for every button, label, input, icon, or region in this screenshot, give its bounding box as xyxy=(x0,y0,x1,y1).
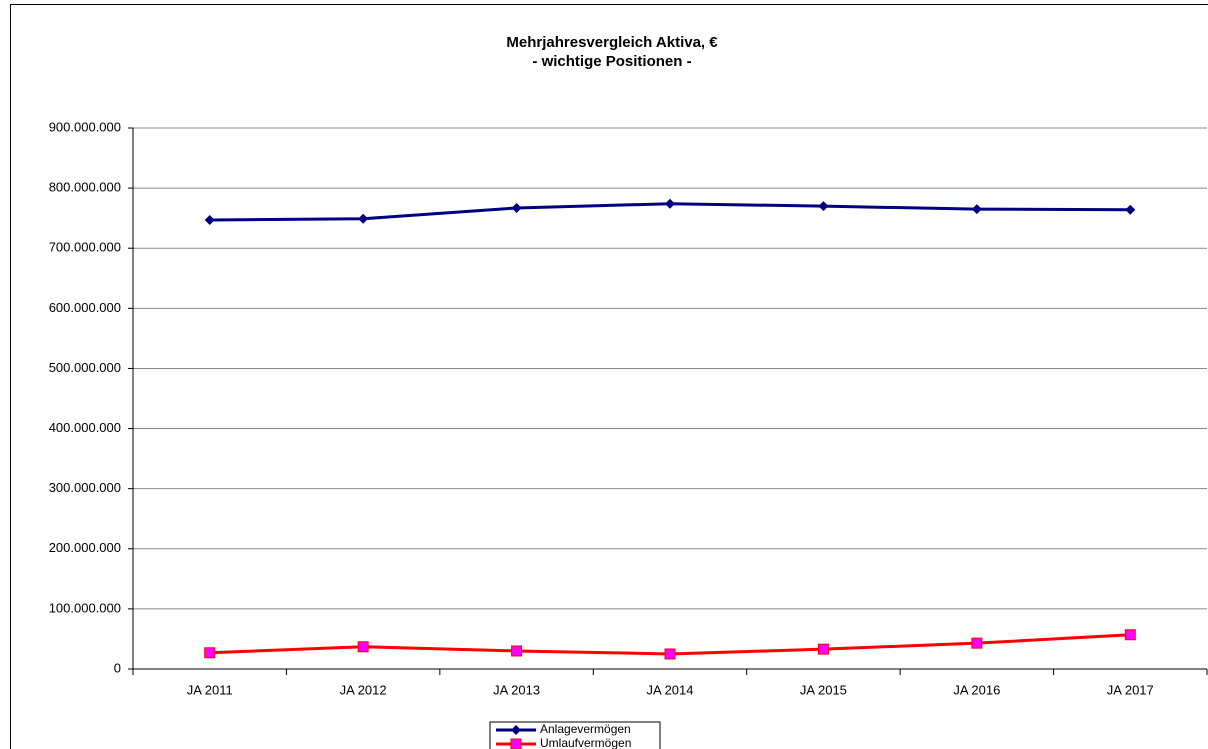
legend-marker xyxy=(510,738,522,749)
x-tick-label: JA 2017 xyxy=(1107,682,1154,697)
marker xyxy=(817,643,829,655)
chart-border xyxy=(10,4,1208,749)
x-tick-label: JA 2016 xyxy=(953,682,1000,697)
x-tick-label: JA 2012 xyxy=(340,682,387,697)
y-tick-label: 800.000.000 xyxy=(49,180,121,195)
marker xyxy=(511,645,523,657)
y-tick-label: 900.000.000 xyxy=(49,119,121,134)
marker xyxy=(665,198,675,209)
x-tick-label: JA 2013 xyxy=(493,682,540,697)
marker xyxy=(971,637,983,649)
y-tick-label: 500.000.000 xyxy=(49,360,121,375)
x-tick-label: JA 2015 xyxy=(800,682,847,697)
marker xyxy=(664,648,676,660)
y-tick-label: 200.000.000 xyxy=(49,540,121,555)
marker xyxy=(511,202,522,213)
legend-label: Umlaufvermögen xyxy=(540,736,631,749)
legend-label: Anlagevermögen xyxy=(540,722,631,736)
legend-marker xyxy=(511,725,521,735)
y-tick-label: 0 xyxy=(114,660,121,675)
y-tick-label: 600.000.000 xyxy=(49,300,121,315)
y-tick-label: 400.000.000 xyxy=(49,420,121,435)
x-tick-label: JA 2011 xyxy=(187,682,233,697)
marker xyxy=(358,213,369,224)
chart-subtitle: - wichtige Positionen - xyxy=(532,53,691,70)
marker xyxy=(1124,629,1136,641)
y-tick-label: 100.000.000 xyxy=(49,600,121,615)
y-tick-label: 700.000.000 xyxy=(49,240,121,255)
marker xyxy=(204,214,215,225)
chart-title: Mehrjahresvergleich Aktiva, € xyxy=(506,34,718,51)
marker xyxy=(204,647,216,659)
marker xyxy=(818,201,829,212)
x-tick-label: JA 2014 xyxy=(647,682,694,697)
marker xyxy=(971,204,982,215)
y-tick-label: 300.000.000 xyxy=(49,480,121,495)
marker xyxy=(357,641,369,653)
marker xyxy=(1125,204,1136,215)
